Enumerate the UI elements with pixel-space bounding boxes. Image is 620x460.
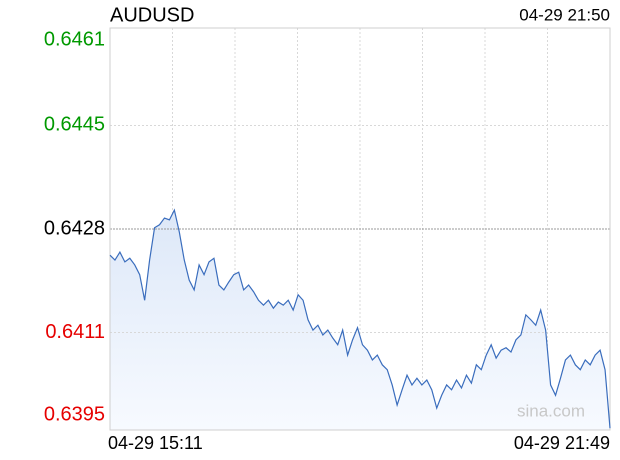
x-tick-label: 04-29 15:11 — [108, 433, 203, 453]
y-tick-label: 0.6395 — [44, 403, 105, 425]
plot-frame — [109, 27, 611, 431]
y-tick-label: 0.6445 — [44, 114, 105, 136]
timestamp: 04-29 21:50 — [519, 5, 610, 24]
chart-title: AUDUSD — [110, 4, 194, 26]
x-tick-label: 04-29 21:49 — [514, 433, 610, 453]
y-tick-label: 0.6428 — [44, 217, 105, 239]
watermark: sina.com — [517, 401, 585, 420]
price-line — [109, 208, 611, 429]
y-tick-label: 0.6461 — [44, 28, 105, 50]
y-tick-label: 0.6411 — [45, 321, 105, 343]
area-fill — [110, 210, 610, 430]
